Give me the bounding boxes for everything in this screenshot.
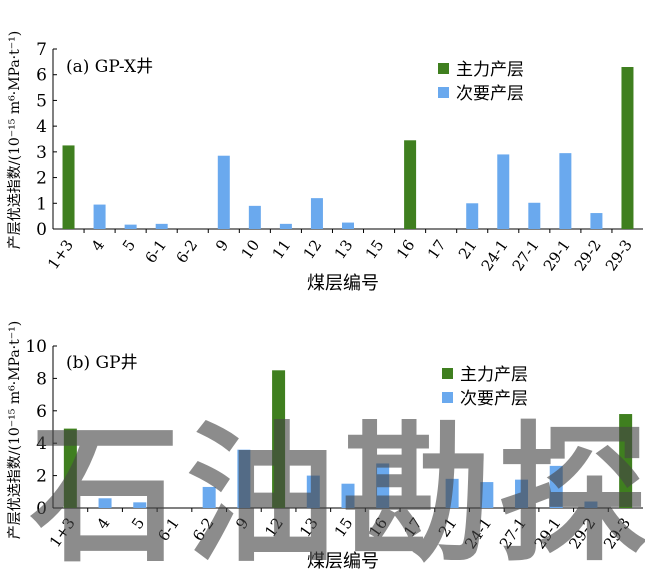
x-tick-label: 13 [331,236,357,262]
legend-label: 次要产层 [460,389,528,409]
y-axis-label: 产层优选指数/(10⁻¹⁵ m⁶·MPa·t⁻¹) [7,31,23,249]
x-tick-label: 9 [212,236,232,254]
bar-secondary-24-1 [497,154,510,229]
x-tick-label: 12 [300,236,326,262]
bar-secondary-4 [93,204,106,229]
bar-secondary-13 [342,222,354,229]
bar-secondary-29-1 [559,153,572,229]
legend-label: 次要产层 [456,84,524,104]
bar-main-29-3 [619,414,633,508]
y-tick-label: 1 [36,194,47,214]
bar-main-1+3 [62,145,75,229]
x-tick-label: 13 [296,514,322,540]
x-tick-label: 15 [362,236,388,262]
x-tick-label: 6-2 [173,236,202,266]
bar-secondary-10 [248,205,261,229]
legend-swatch [438,63,449,74]
bar-secondary-9 [217,155,230,229]
bar-main-1+3 [63,428,77,508]
legend-label: 主力产层 [456,60,524,80]
x-tick-label: 27-1 [496,514,530,552]
x-tick-label: 17 [424,236,450,262]
y-tick-label: 0 [36,499,47,519]
y-tick-label: 4 [36,117,47,137]
x-tick-label: 21 [455,236,481,262]
bar-secondary-5 [124,224,137,229]
x-tick-label: 1+3 [44,236,77,272]
bar-secondary-27-1 [515,479,529,508]
bar-secondary-21 [445,478,459,508]
x-tick-label: 1+3 [46,514,79,550]
x-tick-label: 5 [119,236,139,254]
x-tick-label: 29-3 [600,514,634,552]
x-tick-label: 16 [393,236,419,262]
y-tick-label: 4 [36,434,47,454]
y-tick-label: 6 [36,66,47,86]
x-tick-label: 24-1 [478,236,512,274]
x-tick-label: 29-2 [571,236,605,274]
legend-swatch [442,392,453,403]
legend-swatch [438,87,449,98]
bar-secondary-13 [306,475,320,508]
x-tick-label: 29-3 [602,236,636,274]
y-tick-label: 7 [36,40,47,60]
x-tick-label: 4 [88,236,108,254]
x-tick-label: 6-1 [142,236,171,266]
x-tick-label: 17 [400,514,426,540]
legend-label: 主力产层 [460,365,528,385]
x-tick-label: 27-1 [509,236,543,274]
y-tick-label: 2 [36,169,47,189]
x-tick-label: 16 [365,514,391,540]
bar-secondary-29-2 [584,501,598,508]
bar-secondary-6-1 [155,223,168,229]
y-tick-label: 6 [36,402,47,422]
y-tick-label: 8 [36,369,47,389]
y-tick-label: 3 [36,143,47,163]
x-tick-label: 6-1 [154,514,183,544]
bar-main-16 [404,140,417,229]
x-tick-label: 5 [128,514,148,532]
x-tick-label: 29-1 [540,236,574,274]
chart-title: (b) GP井 [66,353,138,373]
x-tick-label: 24-1 [461,514,495,552]
bar-secondary-24-1 [480,482,494,508]
chart-title: (a) GP-X井 [66,57,153,77]
x-tick-label: 10 [238,236,264,262]
y-tick-label: 10 [25,337,47,357]
bar-secondary-6-2 [202,486,216,508]
bar-secondary-9 [237,449,251,508]
x-tick-label: 11 [269,236,295,262]
bar-secondary-4 [98,498,112,508]
bar-secondary-11 [279,223,292,229]
x-tick-label: 15 [331,514,357,540]
y-tick-label: 5 [36,91,47,111]
y-tick-label: 0 [36,220,47,240]
bar-secondary-5 [133,502,147,508]
bar-secondary-29-1 [549,465,563,508]
x-tick-label: 29-1 [531,514,565,552]
bar-secondary-27-1 [528,202,541,229]
bar-secondary-12 [310,198,323,229]
bar-secondary-21 [466,203,479,229]
bar-secondary-16 [376,463,390,508]
x-tick-label: 9 [232,514,252,532]
bar-secondary-15 [341,483,355,508]
x-tick-label: 12 [261,514,287,540]
x-tick-label: 4 [93,514,113,532]
x-axis-label: 煤层编号 [307,273,379,294]
x-tick-label: 29-2 [565,514,599,552]
x-tick-label: 6-2 [189,514,218,544]
x-axis-label: 煤层编号 [307,551,379,572]
legend-swatch [442,368,453,379]
y-axis-label: 产层优选指数/(10⁻¹⁵ m⁶·MPa·t⁻¹) [7,321,23,539]
bar-secondary-29-2 [590,213,603,229]
x-tick-label: 21 [435,514,461,540]
bar-main-29-3 [621,67,634,229]
bar-main-12 [272,370,286,508]
y-tick-label: 2 [36,467,47,487]
